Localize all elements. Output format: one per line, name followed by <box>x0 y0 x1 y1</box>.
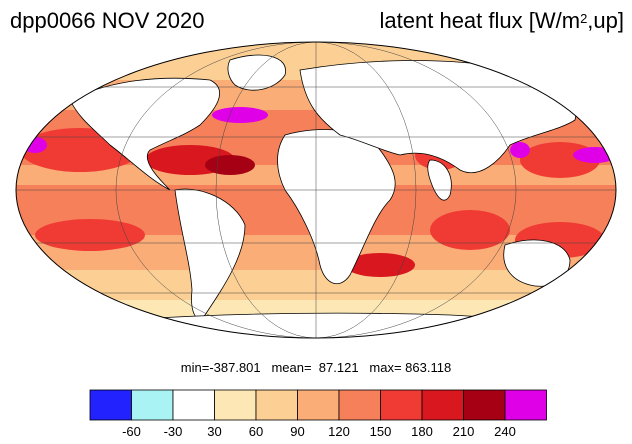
map-title-right: latent heat flux [W/m2,up] <box>380 8 624 34</box>
map-field <box>16 42 616 338</box>
map-title-left: dpp0066 NOV 2020 <box>10 8 205 33</box>
title-right-prefix: latent heat flux [W/m <box>379 8 581 33</box>
land-north-america <box>69 77 221 191</box>
graticule <box>16 42 616 338</box>
map-border <box>15 41 617 339</box>
colorbar-label: 90 <box>290 424 304 439</box>
colorbar-label: -60 <box>122 424 141 439</box>
colorbar-swatch <box>89 389 132 421</box>
colorbar-swatch <box>504 389 547 421</box>
colorbar-label: 120 <box>328 424 350 439</box>
colorbar-swatch <box>463 389 506 421</box>
colorbar-label: 180 <box>411 424 433 439</box>
land-greenland <box>227 54 286 91</box>
colorbar-swatch <box>338 389 381 421</box>
title-right-suffix: ,up] <box>587 8 624 33</box>
colorbar: -60 -30 30 60 90 120 150 180 210 240 <box>89 389 547 439</box>
colorbar-label: 30 <box>207 424 221 439</box>
world-map <box>15 41 617 339</box>
colorbar-swatch <box>214 389 257 421</box>
colorbar-label: -30 <box>164 424 183 439</box>
colorbar-label: 60 <box>249 424 263 439</box>
title-right-superscript: 2 <box>580 11 588 26</box>
colorbar-swatch <box>380 389 423 421</box>
colorbar-label: 240 <box>494 424 516 439</box>
colorbar-swatch <box>421 389 464 421</box>
colorbar-swatch <box>172 389 215 421</box>
land-south-america <box>174 188 246 319</box>
colorbar-swatch <box>131 389 174 421</box>
colorbar-label: 150 <box>370 424 392 439</box>
statistics-line: min=-387.801 mean= 87.121 max= 863.118 <box>180 360 452 375</box>
colorbar-swatch <box>297 389 340 421</box>
colorbar-label: 210 <box>453 424 475 439</box>
colorbar-swatch <box>255 389 298 421</box>
